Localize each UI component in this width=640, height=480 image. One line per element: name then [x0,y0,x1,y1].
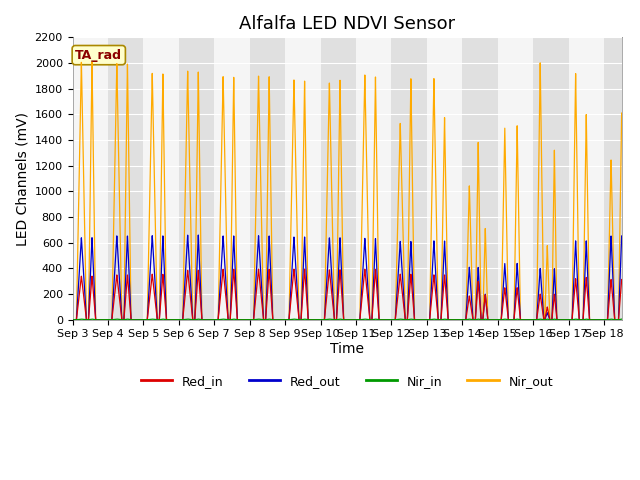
Title: Alfalfa LED NDVI Sensor: Alfalfa LED NDVI Sensor [239,15,455,33]
Bar [72,37,108,320]
Y-axis label: LED Channels (mV): LED Channels (mV) [15,111,29,246]
Bar [356,37,392,320]
Bar [498,37,533,320]
X-axis label: Time: Time [330,342,364,356]
Bar [285,37,321,320]
Bar [568,37,604,320]
Bar [214,37,250,320]
Bar [143,37,179,320]
Text: TA_rad: TA_rad [76,48,122,61]
Legend: Red_in, Red_out, Nir_in, Nir_out: Red_in, Red_out, Nir_in, Nir_out [136,370,558,393]
Bar [427,37,462,320]
